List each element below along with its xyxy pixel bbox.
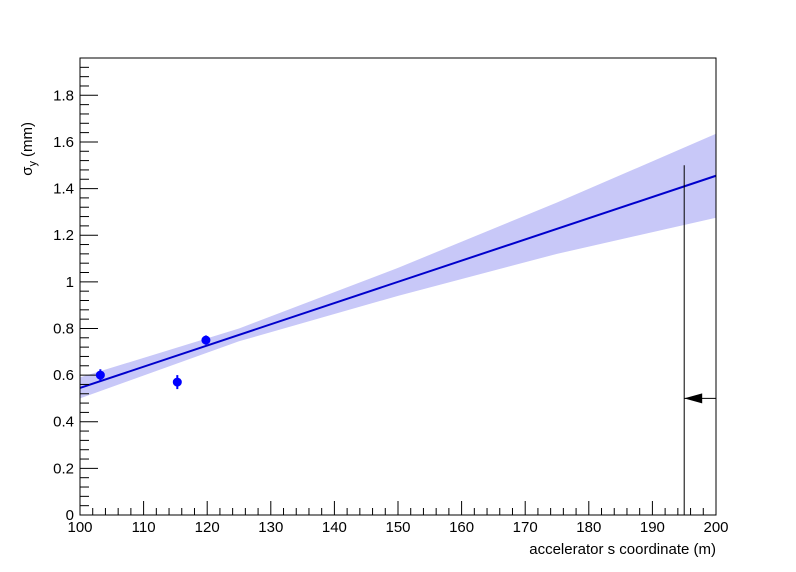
cut-arrowhead — [684, 393, 703, 404]
x-tick-label: 140 — [322, 519, 347, 536]
x-tick-label: 110 — [132, 519, 156, 536]
x-tick-label: 190 — [640, 519, 665, 536]
y-tick-label: 0.8 — [53, 320, 74, 337]
y-tick-label: 1.6 — [53, 134, 74, 151]
y-tick-label: 0.4 — [53, 414, 74, 431]
y-tick-label: 1 — [66, 274, 74, 291]
x-tick-label: 170 — [513, 519, 538, 536]
y-tick-label: 1.8 — [53, 87, 74, 104]
x-tick-label: 100 — [67, 519, 92, 536]
y-label-symbol: σ — [19, 166, 36, 176]
x-tick-label: 200 — [703, 519, 728, 536]
data-point — [95, 370, 105, 380]
y-tick-label: 1.2 — [53, 227, 74, 244]
y-tick-label: 0.6 — [53, 367, 74, 384]
y-tick-label: 0.2 — [53, 460, 74, 477]
y-tick-label: 1.4 — [53, 181, 74, 198]
x-tick-label: 180 — [576, 519, 601, 536]
y-axis-label: σy (mm) — [19, 122, 39, 176]
y-label-unit: (mm) — [19, 122, 36, 157]
y-label-sub: y — [27, 160, 39, 166]
x-tick-label: 120 — [195, 519, 220, 536]
data-point — [172, 377, 182, 387]
x-axis-label: accelerator s coordinate (m) — [529, 541, 716, 558]
data-point — [201, 335, 211, 345]
x-tick-label: 150 — [385, 519, 410, 536]
y-tick-label: 0 — [66, 507, 74, 524]
fit-line — [79, 174, 717, 389]
x-tick-label: 130 — [258, 519, 283, 536]
confidence-band — [80, 133, 716, 399]
x-tick-label: 160 — [449, 519, 474, 536]
